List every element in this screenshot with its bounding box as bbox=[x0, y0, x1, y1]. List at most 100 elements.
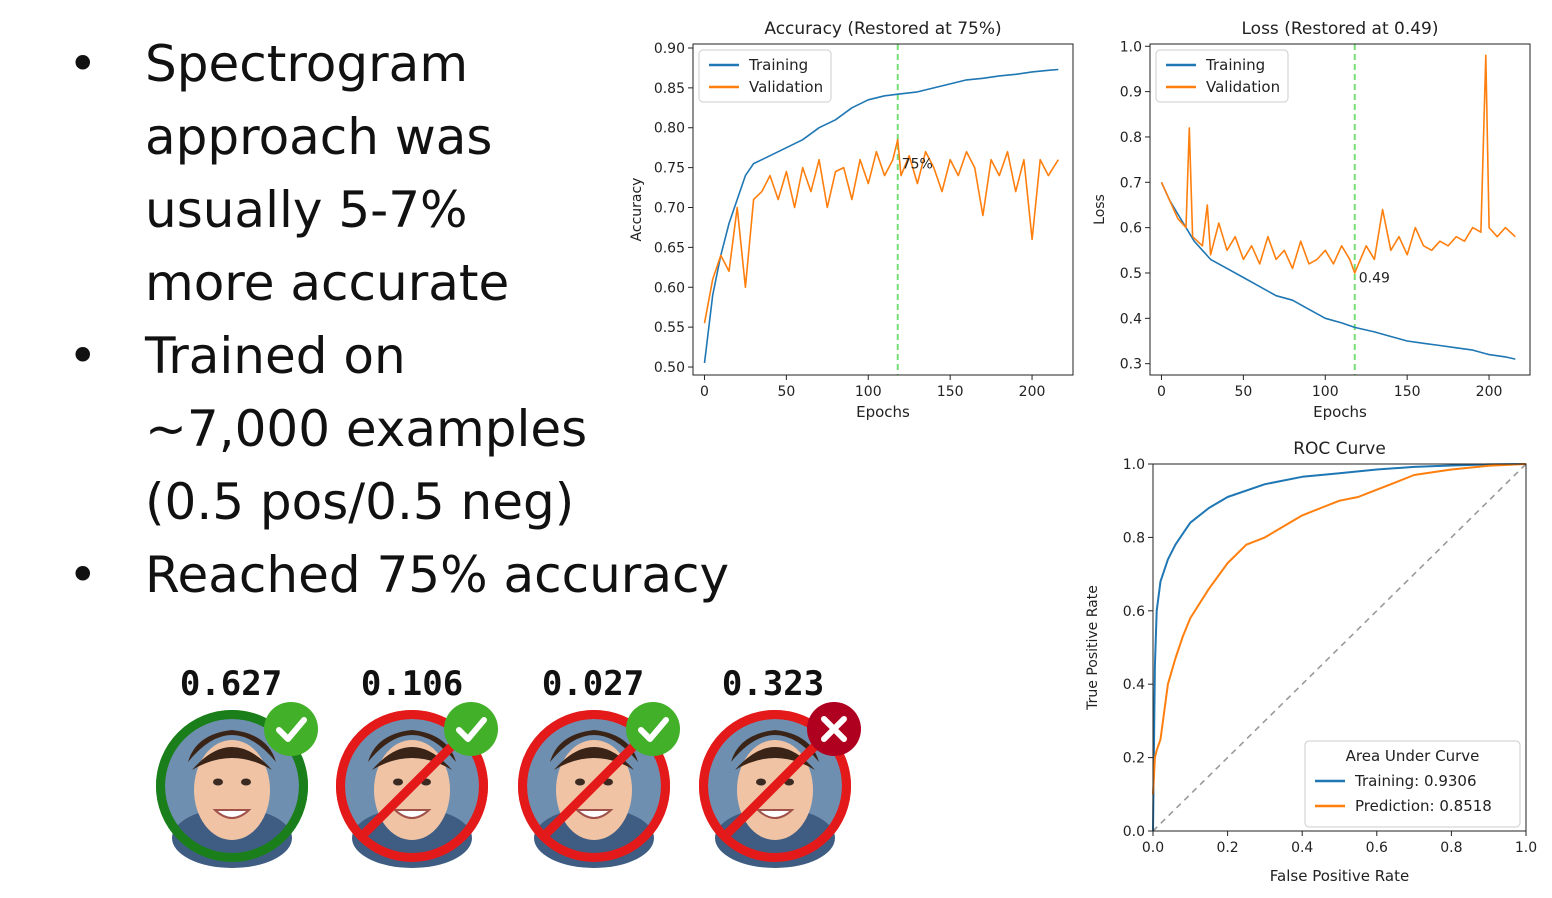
plot-frame bbox=[1152, 463, 1527, 832]
x-tick-label: 200 bbox=[1476, 384, 1503, 400]
annotation-label: 75% bbox=[902, 157, 933, 173]
y-tick-label: 0.4 bbox=[1123, 677, 1145, 693]
roc-chart: ROC Curve 0.0 0.2 0.4 0.6 0.8 1.0 0.0 0.2 0.4 0.6 0… bbox=[1085, 439, 1537, 885]
series-line-validation bbox=[1152, 463, 1527, 795]
chart-title: Loss (Restored at 0.49) bbox=[1242, 19, 1439, 39]
face-score: 0.106 bbox=[360, 664, 464, 704]
face-hair bbox=[550, 730, 638, 762]
bullet-item: • Spectrogram approach was usually 5-7% … bbox=[60, 28, 760, 320]
face-eye bbox=[241, 778, 251, 786]
series-line-training bbox=[1152, 463, 1527, 832]
face-smile bbox=[392, 809, 432, 819]
series-line-validation bbox=[1160, 54, 1516, 274]
x-mark-icon bbox=[821, 716, 847, 742]
bullet-line: ~7,000 examples bbox=[145, 400, 588, 458]
bullet-line: approach was bbox=[145, 108, 493, 166]
face-group bbox=[336, 702, 498, 868]
y-tick-label: 0.65 bbox=[654, 240, 685, 256]
face-fringe bbox=[735, 747, 815, 770]
face-score: 0.027 bbox=[541, 664, 645, 704]
plot-frame bbox=[692, 43, 1074, 376]
face-hair bbox=[368, 730, 456, 762]
y-tick-label: 0.0 bbox=[1123, 824, 1145, 840]
bullet-line: Trained on bbox=[145, 327, 406, 385]
face-group bbox=[156, 702, 318, 868]
series-line-validation bbox=[703, 138, 1059, 324]
y-tick-label: 0.7 bbox=[1120, 175, 1142, 191]
x-tick-label: 0.0 bbox=[1142, 840, 1164, 856]
face-eye bbox=[213, 778, 223, 786]
series-line-training bbox=[1160, 181, 1516, 360]
legend-box bbox=[1304, 740, 1521, 828]
x-tick-label: 100 bbox=[1312, 384, 1339, 400]
y-tick-label: 0.90 bbox=[654, 41, 685, 57]
bullet-line: (0.5 pos/0.5 neg) bbox=[145, 473, 575, 531]
face-eye bbox=[393, 778, 403, 786]
face-skin bbox=[556, 740, 632, 840]
x-tick-label: 50 bbox=[1234, 384, 1252, 400]
y-tick-label: 0.3 bbox=[1120, 357, 1142, 373]
face-ring bbox=[156, 710, 308, 862]
accuracy-chart: Accuracy (Restored at 75%) 0 50 100 150 200 0.… bbox=[629, 19, 1074, 421]
face-score: 0.627 bbox=[179, 664, 283, 704]
legend-entry: Training bbox=[748, 56, 808, 74]
face-photo-background bbox=[527, 719, 661, 853]
y-tick-label: 1.0 bbox=[1120, 39, 1142, 55]
y-axis-label: Accuracy bbox=[629, 178, 645, 242]
prohibited-slash bbox=[543, 735, 645, 837]
y-tick-label: 0.5 bbox=[1120, 266, 1142, 282]
y-tick-label: 1.0 bbox=[1123, 457, 1145, 473]
chart-title: Accuracy (Restored at 75%) bbox=[764, 19, 1001, 39]
face-fringe bbox=[554, 747, 634, 770]
y-tick-label: 0.50 bbox=[654, 360, 685, 376]
prohibited-slash bbox=[724, 735, 826, 837]
x-tick-label: 1.0 bbox=[1515, 840, 1537, 856]
y-tick-label: 0.70 bbox=[654, 201, 685, 217]
bullet-line: usually 5-7% bbox=[145, 181, 468, 239]
face-smile bbox=[574, 809, 614, 819]
bullet-item: • Reached 75% accuracy bbox=[60, 539, 760, 612]
x-tick-label: 0.2 bbox=[1216, 840, 1238, 856]
x-tick-label: 0 bbox=[1157, 384, 1166, 400]
legend-entry: Training bbox=[1205, 56, 1265, 74]
y-tick-label: 0.85 bbox=[654, 81, 685, 97]
y-tick-label: 0.80 bbox=[654, 121, 685, 137]
face-eye bbox=[784, 778, 794, 786]
face-score: 0.323 bbox=[721, 664, 825, 704]
legend-title: Area Under Curve bbox=[1346, 747, 1480, 765]
face-photo-background bbox=[708, 719, 842, 853]
face-ring bbox=[699, 710, 851, 862]
bullet-dot: • bbox=[68, 546, 98, 604]
y-tick-label: 0.75 bbox=[654, 161, 685, 177]
face-smile bbox=[212, 809, 252, 819]
face-eye bbox=[603, 778, 613, 786]
face-shoulders bbox=[352, 808, 472, 868]
y-tick-label: 0.8 bbox=[1120, 130, 1142, 146]
face-hair bbox=[188, 730, 276, 762]
y-tick-label: 0.60 bbox=[654, 280, 685, 296]
check-badge-icon bbox=[444, 702, 498, 756]
x-axis-label: Epochs bbox=[856, 403, 910, 421]
y-tick-label: 0.2 bbox=[1123, 751, 1145, 767]
legend-entry: Training: 0.9306 bbox=[1354, 772, 1477, 790]
face-fringe bbox=[192, 747, 272, 770]
y-tick-label: 0.55 bbox=[654, 320, 685, 336]
cross-badge-icon bbox=[807, 702, 861, 756]
face-ring-border bbox=[336, 710, 488, 862]
face-skin bbox=[737, 740, 813, 840]
x-tick-label: 150 bbox=[1394, 384, 1421, 400]
y-tick-label: 0.6 bbox=[1120, 221, 1142, 237]
chart-title: ROC Curve bbox=[1293, 439, 1386, 459]
y-tick-label: 0.4 bbox=[1120, 311, 1142, 327]
bullet-line: Reached 75% accuracy bbox=[145, 546, 730, 604]
check-badge-icon bbox=[626, 702, 680, 756]
x-tick-label: 100 bbox=[855, 384, 882, 400]
face-group bbox=[518, 702, 680, 868]
y-tick-label: 0.8 bbox=[1123, 530, 1145, 546]
loss-chart: Loss (Restored at 0.49) 0 50 100 150 200 0.3 0.… bbox=[1092, 19, 1531, 421]
prohibited-slash bbox=[361, 735, 463, 837]
face-smile bbox=[755, 809, 795, 819]
face-ring-border bbox=[518, 710, 670, 862]
face-shoulders bbox=[172, 808, 292, 868]
